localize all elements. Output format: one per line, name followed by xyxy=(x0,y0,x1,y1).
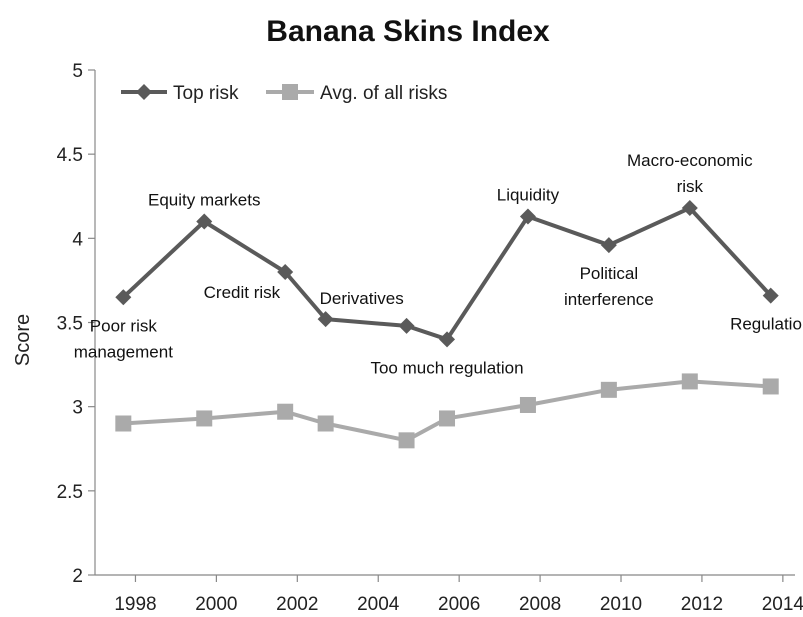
annotation-label: Derivatives xyxy=(320,289,404,308)
data-point-square xyxy=(398,432,415,449)
axes: 2 2.5 3 3.5 4 4.5 5 1998 2000 2002 2004 2006 2008 201… xyxy=(57,61,803,615)
data-point-square xyxy=(439,410,456,427)
annotation-label: Too much regulation xyxy=(370,358,523,377)
annotation-label: Liquidity xyxy=(497,185,560,204)
x-tick-label: 2002 xyxy=(276,594,318,615)
data-point-square xyxy=(519,396,536,413)
legend-label: Top risk xyxy=(173,83,239,104)
x-tick-label: 2014 xyxy=(762,594,803,615)
series-avg-all-risks xyxy=(115,373,779,449)
annotation-label: Regulation xyxy=(730,315,803,334)
data-point-square xyxy=(115,415,132,432)
annotation-label: Poor risk xyxy=(90,316,158,335)
y-tick-label: 3 xyxy=(72,398,83,419)
annotation-label: Macro-economic xyxy=(627,151,753,170)
y-tick-label: 2.5 xyxy=(57,482,83,503)
legend: Top risk Avg. of all risks xyxy=(121,83,447,104)
data-point-square xyxy=(681,373,698,390)
y-tick-label: 4.5 xyxy=(57,145,83,166)
data-point-diamond xyxy=(115,289,132,306)
series-top-risk xyxy=(115,200,779,348)
x-tick-label: 1998 xyxy=(114,594,156,615)
annotation-label: interference xyxy=(564,290,654,309)
x-tick-label: 2010 xyxy=(600,594,642,615)
data-point-diamond xyxy=(196,213,213,230)
legend-marker-diamond xyxy=(136,84,152,100)
data-point-diamond xyxy=(519,208,536,225)
y-tick-label: 2 xyxy=(72,566,83,587)
data-point-diamond xyxy=(277,264,294,280)
annotation-label: Political xyxy=(580,264,639,283)
data-point-square xyxy=(196,410,213,427)
annotation-layer: Poor risk management Equity markets Credit … xyxy=(74,151,803,377)
annotation-label: Credit risk xyxy=(204,283,281,302)
data-point-diamond xyxy=(762,287,779,304)
series-line xyxy=(123,379,771,443)
x-tick-label: 2004 xyxy=(357,594,400,615)
y-tick-label: 5 xyxy=(72,61,83,82)
data-point-diamond xyxy=(398,317,415,334)
annotation-label: risk xyxy=(677,177,704,196)
y-axis-label: Score xyxy=(12,314,34,366)
x-tick-label: 2008 xyxy=(519,594,561,615)
series-layer xyxy=(115,200,779,449)
y-tick-label: 3.5 xyxy=(57,314,83,335)
data-point-diamond xyxy=(439,331,456,348)
legend-marker-square xyxy=(282,84,298,100)
x-tick-label: 2012 xyxy=(681,594,723,615)
annotation-label: management xyxy=(74,342,174,361)
data-point-diamond xyxy=(317,311,334,328)
chart-title: Banana Skins Index xyxy=(266,15,550,48)
x-tick-label: 2006 xyxy=(438,594,480,615)
series-line xyxy=(121,206,773,342)
data-point-square xyxy=(317,415,334,432)
data-point-square xyxy=(600,381,617,398)
y-tick-label: 4 xyxy=(72,229,83,250)
data-point-diamond xyxy=(600,237,617,254)
data-point-diamond xyxy=(681,200,698,217)
legend-label: Avg. of all risks xyxy=(320,83,447,104)
x-tick-label: 2000 xyxy=(195,594,237,615)
data-point-square xyxy=(277,403,294,420)
annotation-label: Equity markets xyxy=(148,191,260,210)
data-point-square xyxy=(762,378,779,395)
